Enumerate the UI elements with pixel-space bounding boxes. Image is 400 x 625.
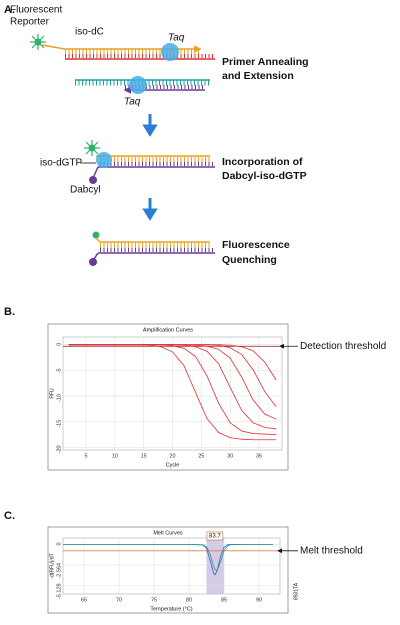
label: iso-dC [75,27,104,38]
y-tick-label: -10 [56,394,62,402]
dna-step2: iso-dGTP Dabcyl Incorporation of Dabcyl-… [40,140,307,196]
x-tick-label: 15 [141,453,147,459]
y-axis-label: RFU [49,388,55,399]
x-tick-label: 75 [151,597,157,603]
figure-id: 8501TA [293,582,299,600]
x-tick-label: 65 [81,597,87,603]
arrow [142,198,158,221]
y-tick-label: -5.128 [56,583,62,599]
chart-title: Amplification Curves [143,327,193,333]
chart-title: Melt Curves [153,530,183,536]
x-tick-label: 80 [186,597,192,603]
y-tick-label: -20 [56,445,62,453]
label: Reporter [10,17,50,28]
label: Fluorescent [10,5,62,16]
x-tick-label: 25 [198,453,204,459]
y-tick-label: -5 [56,368,62,373]
x-axis-label: Cycle [166,462,180,468]
threshold-label: Melt threshold [300,545,363,556]
y-tick-label: -2.564 [56,563,62,579]
panel-label: A. [4,4,15,16]
step-label: Quenching [222,254,277,266]
x-tick-label: 85 [221,597,227,603]
step-label: and Extension [222,70,294,82]
x-tick-label: 5 [85,453,88,459]
label: Taq [168,33,185,44]
step-label: Fluorescence [222,239,290,251]
highlight-region [206,538,224,594]
x-tick-label: 20 [169,453,175,459]
data-line [63,544,273,572]
x-tick-label: 90 [256,597,262,603]
step-label: Incorporation of [222,156,303,168]
x-tick-label: 35 [256,453,262,459]
label: Dabcyl [70,185,101,196]
y-tick-label: 0 [56,343,62,346]
y-tick-label: -15 [56,420,62,428]
threshold-label: Detection threshold [300,341,386,352]
step-label: Dabcyl-iso-dGTP [222,170,307,182]
y-axis-label: -d(RFU)/dT [49,553,55,578]
panel-label: B. [4,306,15,318]
panel-label: C. [4,510,15,522]
step-label: Primer Annealing [222,56,309,68]
x-axis-label: Temperature (°C) [150,606,192,612]
x-tick-label: 10 [112,453,118,459]
y-tick-label: 0 [56,542,62,545]
data-line [68,344,277,381]
peak-label-box [206,531,224,541]
dna-step1: Fluorescent Reporter iso-dC Taq Taq Prim… [10,5,309,108]
label: iso-dGTP [40,158,83,169]
arrow [142,114,158,137]
plot-area [62,537,281,595]
peak-label: 83.7 [209,534,221,540]
dna-step3: Fluorescence Quenching [89,231,290,266]
label: Taq [124,97,141,108]
x-tick-label: 30 [227,453,233,459]
x-tick-label: 70 [116,597,122,603]
